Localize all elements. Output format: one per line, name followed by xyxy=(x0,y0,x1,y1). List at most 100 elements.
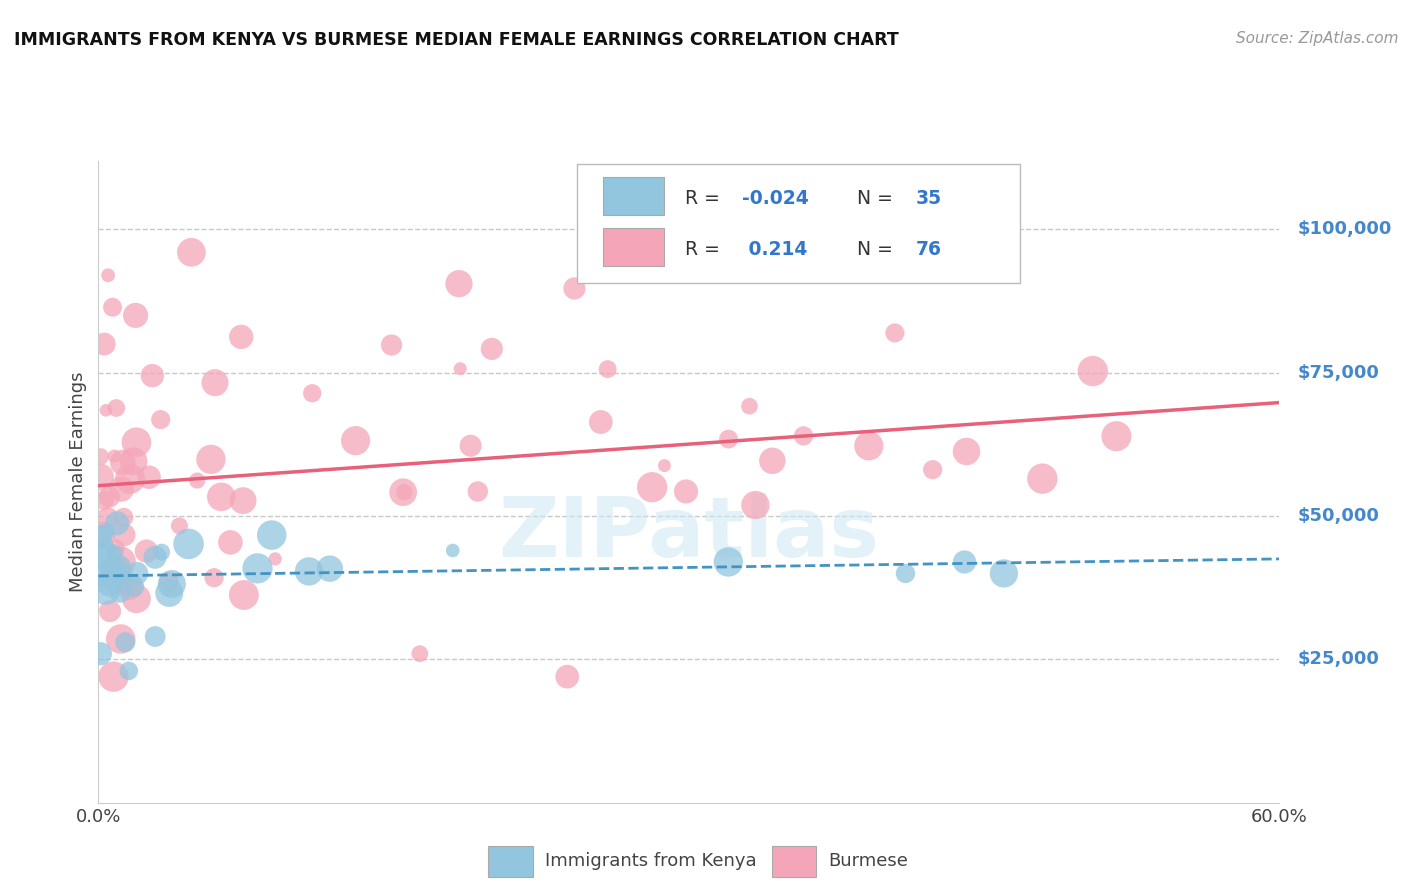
Point xyxy=(97,268,120,283)
Point xyxy=(96,524,118,539)
Point xyxy=(138,470,160,484)
Point xyxy=(792,429,814,443)
Point xyxy=(105,401,128,415)
Point xyxy=(143,550,166,565)
Point xyxy=(89,568,111,582)
Point xyxy=(93,549,115,563)
Text: $25,000: $25,000 xyxy=(1298,650,1379,668)
Point xyxy=(108,584,131,599)
Point xyxy=(93,337,115,351)
Point xyxy=(202,571,225,585)
Point xyxy=(124,309,146,323)
Point xyxy=(232,588,254,602)
Y-axis label: Median Female Earnings: Median Female Earnings xyxy=(69,371,87,592)
Point xyxy=(157,574,180,589)
Point xyxy=(381,338,404,352)
Point xyxy=(98,604,121,618)
Point xyxy=(177,537,200,551)
Text: IMMIGRANTS FROM KENYA VS BURMESE MEDIAN FEMALE EARNINGS CORRELATION CHART: IMMIGRANTS FROM KENYA VS BURMESE MEDIAN … xyxy=(14,31,898,49)
FancyBboxPatch shape xyxy=(488,846,533,877)
Point xyxy=(98,575,121,590)
Point xyxy=(104,567,127,582)
Point xyxy=(111,456,134,470)
Point xyxy=(564,281,586,295)
Point xyxy=(717,432,740,446)
Point xyxy=(125,591,148,606)
Point xyxy=(110,555,132,569)
Text: $50,000: $50,000 xyxy=(1298,507,1379,525)
Point xyxy=(955,444,977,458)
Point xyxy=(141,368,163,383)
Point xyxy=(110,482,132,496)
Text: 35: 35 xyxy=(915,189,942,209)
Point xyxy=(89,647,111,661)
FancyBboxPatch shape xyxy=(603,228,664,266)
Point xyxy=(105,516,128,531)
Point xyxy=(110,632,132,646)
Text: ZIPatlas: ZIPatlas xyxy=(499,492,879,574)
Point xyxy=(94,403,117,417)
Point xyxy=(122,454,145,468)
Point xyxy=(654,458,676,473)
Point xyxy=(150,545,173,559)
Text: $100,000: $100,000 xyxy=(1298,220,1392,238)
Point xyxy=(260,528,283,542)
Point xyxy=(589,415,612,429)
Point xyxy=(103,449,125,463)
Point xyxy=(112,510,135,524)
Text: Source: ZipAtlas.com: Source: ZipAtlas.com xyxy=(1236,31,1399,46)
Point xyxy=(392,485,415,500)
Point xyxy=(209,490,232,504)
Point xyxy=(101,558,124,572)
Point xyxy=(90,528,112,542)
Point xyxy=(104,546,127,560)
Text: Burmese: Burmese xyxy=(828,852,908,870)
Point xyxy=(596,362,619,376)
Point xyxy=(467,484,489,499)
Point xyxy=(993,566,1015,581)
Point xyxy=(219,535,242,549)
Text: N =: N = xyxy=(845,240,898,260)
Text: 76: 76 xyxy=(915,240,942,260)
Point xyxy=(953,555,976,569)
Point xyxy=(246,561,269,575)
Point xyxy=(105,562,128,576)
Point xyxy=(200,452,222,467)
Point xyxy=(157,586,180,600)
Point xyxy=(118,664,141,678)
Text: $75,000: $75,000 xyxy=(1298,364,1379,382)
Point xyxy=(921,463,943,477)
Point xyxy=(101,562,124,576)
Point xyxy=(231,330,253,344)
Point xyxy=(344,434,367,448)
Point xyxy=(125,566,148,581)
Text: R =: R = xyxy=(685,240,727,260)
Point xyxy=(149,412,172,426)
Point xyxy=(883,326,905,340)
Point xyxy=(135,544,157,558)
FancyBboxPatch shape xyxy=(603,178,664,215)
Point xyxy=(555,670,578,684)
Point xyxy=(232,493,254,508)
Point xyxy=(641,480,664,494)
FancyBboxPatch shape xyxy=(772,846,817,877)
Point xyxy=(122,580,145,594)
Point xyxy=(89,556,111,570)
Point xyxy=(298,565,321,579)
Point xyxy=(96,512,118,526)
Point xyxy=(717,555,740,569)
Point xyxy=(169,519,191,533)
Point xyxy=(105,562,128,576)
Point xyxy=(301,386,323,401)
Point xyxy=(858,439,880,453)
Point xyxy=(186,474,208,488)
Point xyxy=(447,277,470,291)
Point xyxy=(392,485,415,500)
Point xyxy=(93,541,115,555)
Text: 0.214: 0.214 xyxy=(742,240,807,260)
Point xyxy=(1081,364,1104,378)
Point xyxy=(125,435,148,450)
Point xyxy=(744,498,766,512)
Text: R =: R = xyxy=(685,189,727,209)
Point xyxy=(460,439,482,453)
